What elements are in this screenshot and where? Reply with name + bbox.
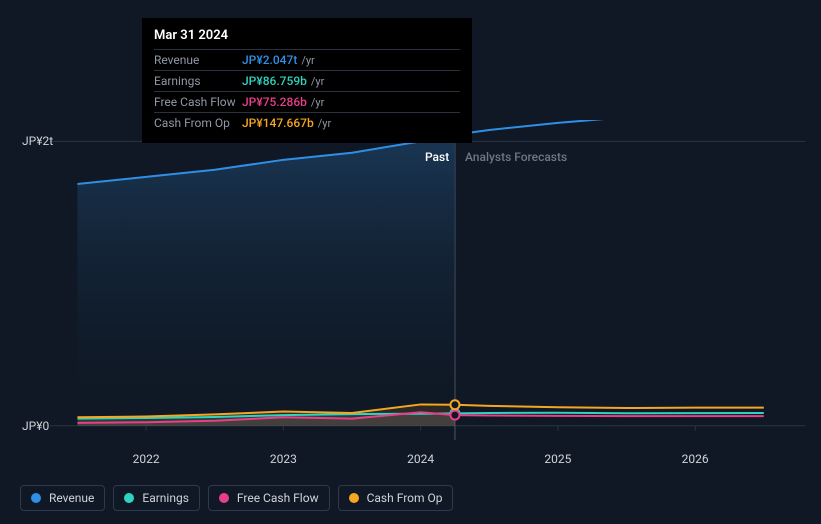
- legend-label: Cash From Op: [367, 491, 443, 505]
- chart-tooltip: Mar 31 2024 RevenueJP¥2.047t/yrEarningsJ…: [142, 18, 472, 143]
- tooltip-row-label: Earnings: [154, 74, 242, 88]
- legend: Revenue Earnings Free Cash Flow Cash From O…: [20, 485, 453, 511]
- legend-swatch: [349, 493, 359, 503]
- tooltip-row-unit: /yr: [318, 117, 331, 130]
- section-label-past: Past: [425, 150, 449, 164]
- tooltip-row-label: Cash From Op: [154, 116, 242, 130]
- tooltip-row-value: JP¥75.286b: [242, 95, 307, 109]
- x-tick-label: 2026: [682, 452, 709, 466]
- legend-item-earnings[interactable]: Earnings: [113, 485, 200, 511]
- y-tick-label: JP¥2t: [22, 134, 62, 148]
- tooltip-row-value: JP¥2.047t: [242, 53, 297, 67]
- x-tick-label: 2024: [407, 452, 434, 466]
- tooltip-date: Mar 31 2024: [154, 28, 460, 43]
- legend-label: Earnings: [142, 491, 189, 505]
- y-tick-label: JP¥0: [22, 419, 62, 433]
- x-tick-label: 2025: [544, 452, 571, 466]
- x-tick-label: 2023: [270, 452, 297, 466]
- tooltip-row: RevenueJP¥2.047t/yr: [154, 49, 460, 70]
- legend-swatch: [31, 493, 41, 503]
- tooltip-row: Free Cash FlowJP¥75.286b/yr: [154, 91, 460, 112]
- tooltip-row: EarningsJP¥86.759b/yr: [154, 70, 460, 91]
- legend-swatch: [219, 493, 229, 503]
- x-axis: 2022 2023 2024 2025 2026: [20, 452, 805, 472]
- tooltip-row: Cash From OpJP¥147.667b/yr: [154, 112, 460, 133]
- legend-item-cash-from-op[interactable]: Cash From Op: [338, 485, 454, 511]
- chart-area[interactable]: JP¥0 JP¥2t: [20, 120, 805, 450]
- tooltip-row-value: JP¥147.667b: [242, 116, 314, 130]
- tooltip-row-label: Free Cash Flow: [154, 95, 242, 109]
- chart-svg: [20, 120, 805, 450]
- legend-label: Free Cash Flow: [237, 491, 319, 505]
- legend-item-free-cash-flow[interactable]: Free Cash Flow: [208, 485, 330, 511]
- x-tick-label: 2022: [133, 452, 160, 466]
- tooltip-row-label: Revenue: [154, 53, 242, 67]
- tooltip-row-unit: /yr: [311, 96, 324, 109]
- tooltip-row-unit: /yr: [301, 54, 314, 67]
- legend-label: Revenue: [49, 491, 94, 505]
- legend-item-revenue[interactable]: Revenue: [20, 485, 105, 511]
- tooltip-row-unit: /yr: [311, 75, 324, 88]
- section-label-forecast: Analysts Forecasts: [465, 150, 567, 164]
- legend-swatch: [124, 493, 134, 503]
- tooltip-row-value: JP¥86.759b: [242, 74, 307, 88]
